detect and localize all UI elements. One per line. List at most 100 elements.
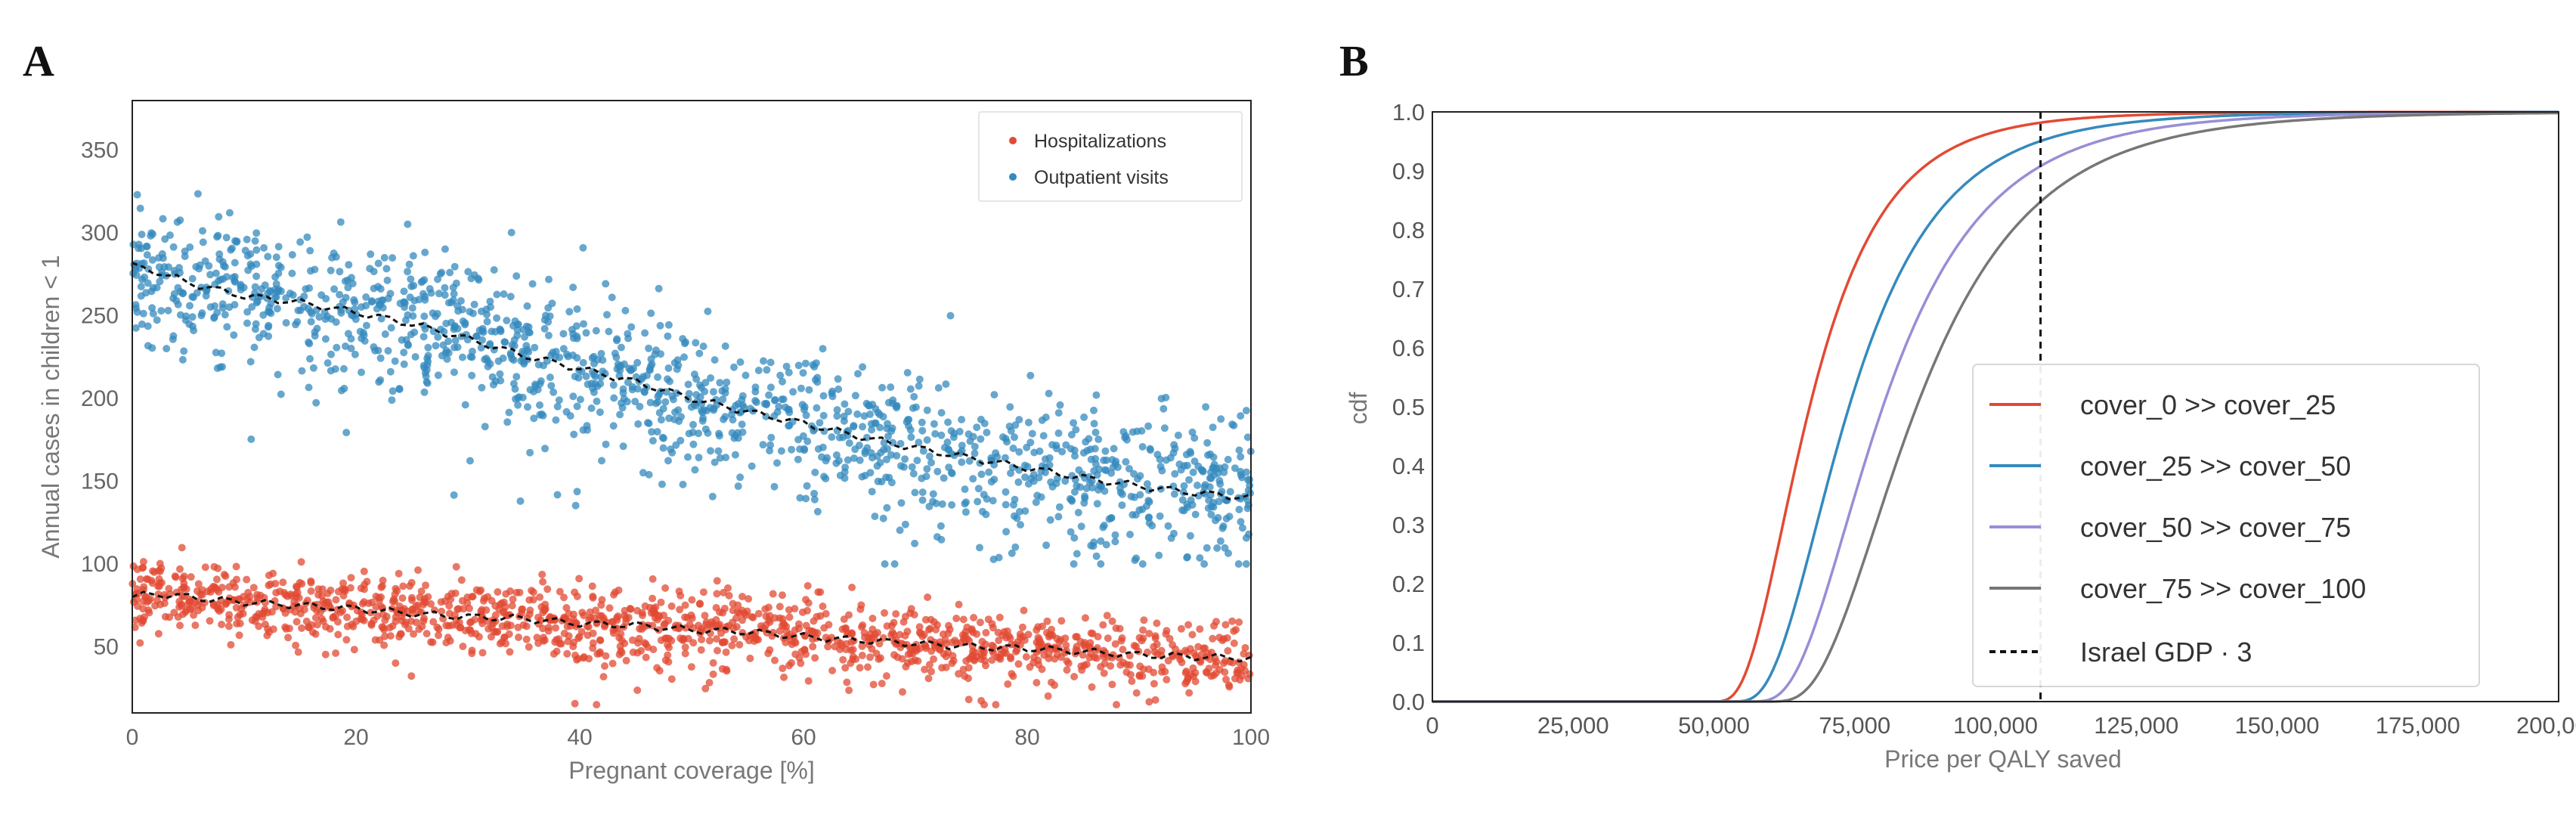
outpatient-point [639,469,647,477]
outpatient-point [571,373,579,380]
outpatient-point [930,420,938,428]
outpatient-point [646,362,655,370]
hospitalization-point [664,651,672,659]
outpatient-point [907,433,915,442]
hospitalization-point [714,646,721,655]
outpatient-point [684,453,692,461]
hospitalization-point [1111,640,1119,648]
outpatient-point [677,436,685,445]
outpatient-point [1107,514,1116,522]
outpatient-point [1054,409,1063,417]
outpatient-point [380,253,389,262]
outpatient-point [1058,448,1067,456]
hospitalization-point [319,617,327,625]
outpatient-point [1170,441,1178,449]
outpatient-point [252,272,261,280]
outpatient-point [454,302,462,310]
hospitalization-point [1072,633,1080,641]
outpatient-point [593,397,601,405]
hospitalization-point [674,621,683,630]
hospitalization-point [709,670,717,678]
hospitalization-point [494,588,502,596]
outpatient-point [602,280,610,288]
hospitalization-point [392,659,400,668]
panel-b-y-tick-label: 0.8 [1392,217,1425,243]
hospitalization-point [1215,634,1224,642]
hospitalization-point [664,641,672,649]
hospitalization-point [661,584,670,592]
hospitalization-point [1091,653,1098,662]
outpatient-point [503,317,511,324]
outpatient-point [149,284,157,292]
outpatient-point [322,295,330,303]
hospitalization-point [695,621,703,630]
outpatient-point [409,252,417,260]
panel-b-x-tick-label: 150,000 [2234,712,2319,739]
outpatient-point [1180,507,1188,515]
hospitalization-point [785,606,793,614]
outpatient-point [910,392,918,401]
outpatient-point [368,298,376,306]
panel-b-y-tick-label: 0.6 [1392,335,1425,361]
hospitalization-point [927,647,936,655]
outpatient-point [148,344,156,352]
outpatient-point [680,353,688,361]
outpatient-point [305,383,313,392]
outpatient-point [794,455,802,463]
hospitalization-point [318,585,327,593]
outpatient-point [192,262,200,271]
hospitalization-point [797,648,806,655]
outpatient-point [1011,495,1019,504]
outpatient-point [514,401,522,409]
hospitalization-point [1099,621,1107,629]
outpatient-point [507,228,516,237]
hospitalization-point [811,654,819,662]
outpatient-point [1169,449,1178,457]
outpatient-point [400,287,408,296]
outpatient-point [327,367,335,375]
outpatient-point [343,276,351,284]
outpatient-point [977,470,986,479]
outpatient-point [958,416,966,423]
hospitalization-point [1020,606,1028,615]
outpatient-point [227,246,235,254]
outpatient-point [525,329,534,336]
hospitalization-point [562,604,571,612]
outpatient-point [180,347,188,355]
outpatient-point [711,356,719,364]
outpatient-point [596,380,605,388]
panel-a-y-tick-label: 300 [81,221,119,246]
hospitalization-point [699,588,707,596]
outpatient-point [194,190,202,198]
outpatient-point [1208,502,1215,510]
hospitalization-point [1241,643,1249,652]
hospitalization-point [970,614,978,621]
hospitalization-point [712,635,720,643]
hospitalization-point [586,608,594,616]
hospitalization-point [681,601,689,609]
hospitalization-point [1212,618,1220,626]
hospitalization-point [728,641,736,649]
hospitalization-point [522,635,531,643]
hospitalization-point [505,630,513,638]
hospitalization-point [347,574,355,582]
outpatient-point [918,488,927,497]
outpatient-point [1068,497,1076,505]
hospitalization-point [819,603,827,610]
outpatient-point [398,336,406,344]
hospitalization-point [1026,663,1034,671]
outpatient-point [1038,416,1046,424]
outpatient-point [138,244,145,253]
hospitalization-point [407,578,416,587]
hospitalization-point [571,651,579,659]
outpatient-point [218,349,226,358]
hospitalization-point [1113,701,1120,709]
hospitalization-point [713,577,721,585]
outpatient-point [441,284,449,292]
hospitalization-point [314,590,323,599]
outpatient-point [505,408,513,417]
hospitalization-point [605,604,614,612]
outpatient-point [940,474,948,482]
outpatient-point [1156,455,1164,463]
outpatient-point [181,316,190,324]
